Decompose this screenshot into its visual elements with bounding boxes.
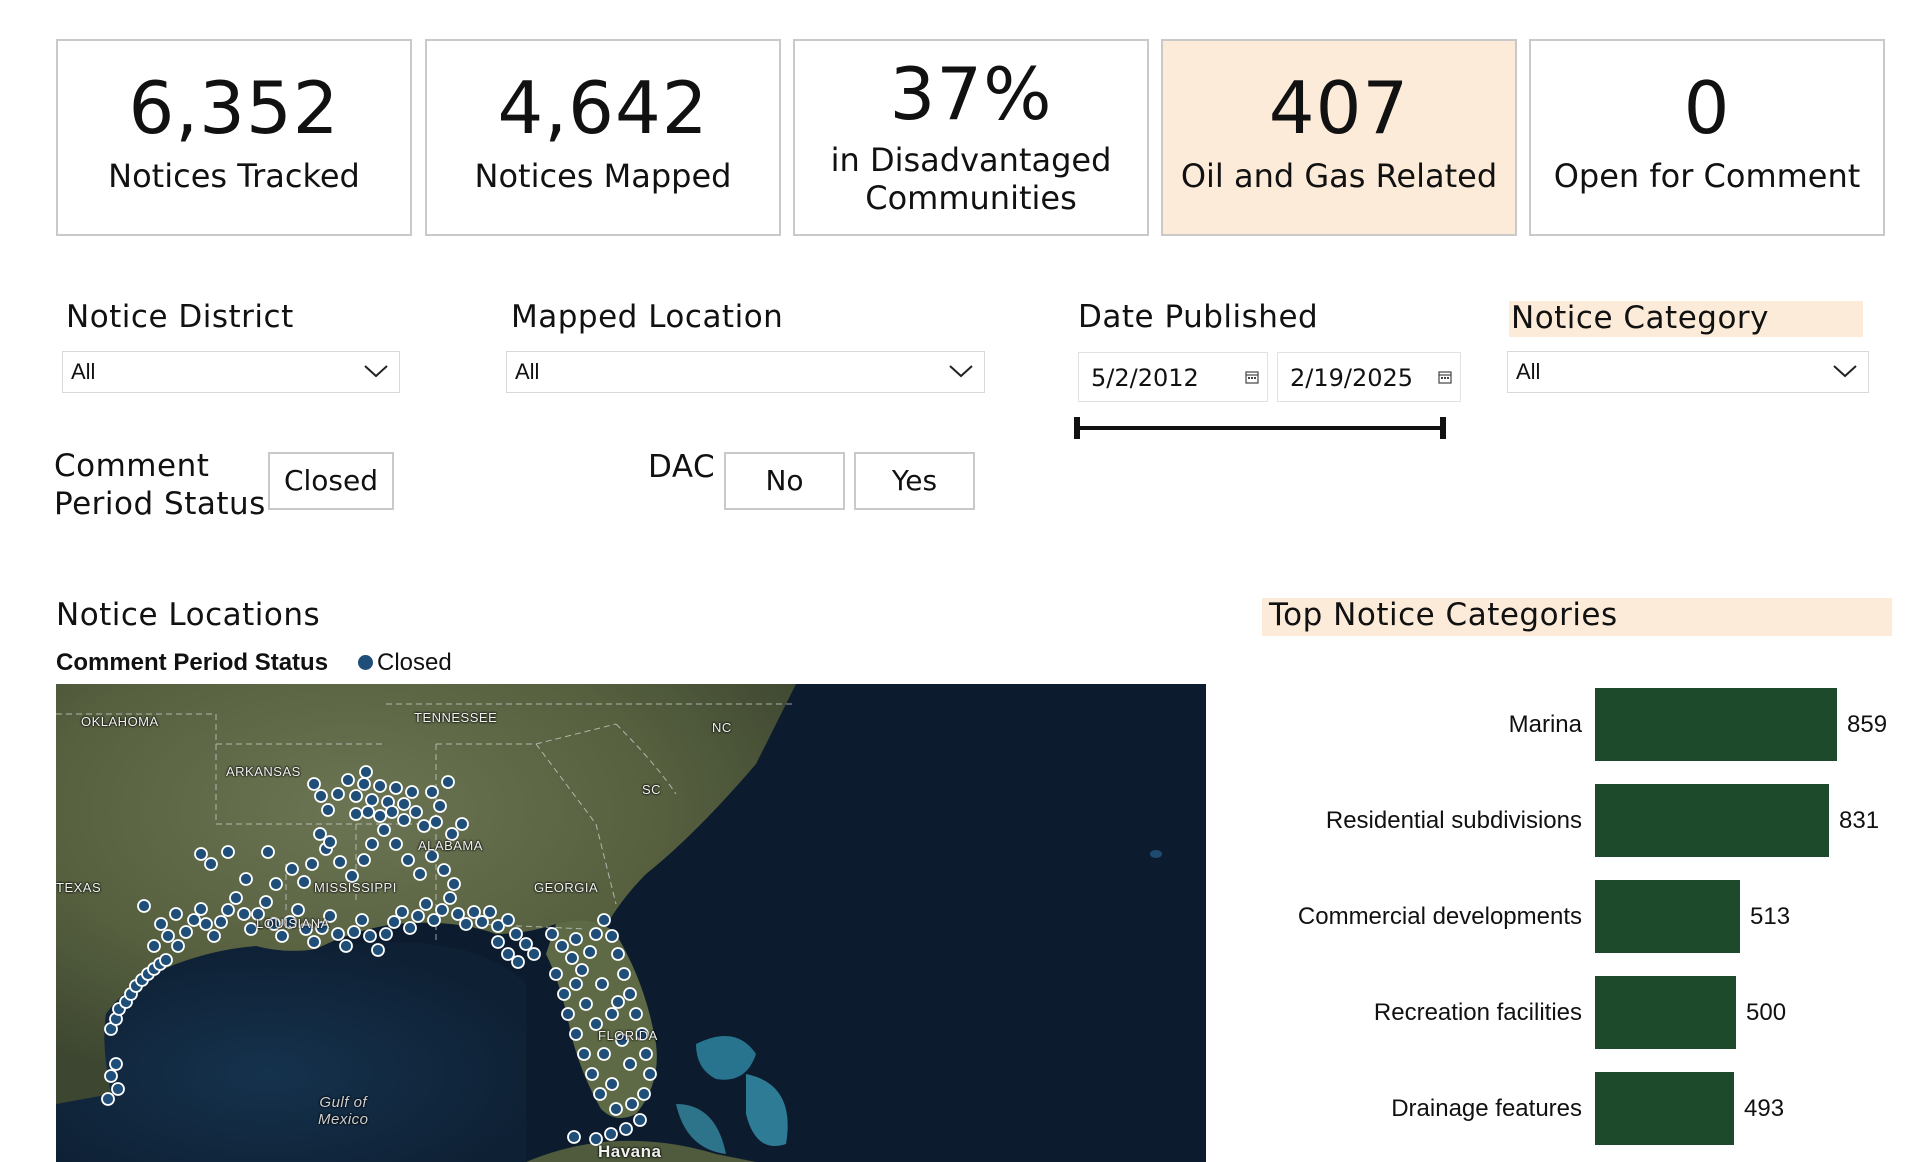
comment-status-title-line2: Period Status: [54, 486, 266, 522]
legend-closed-dot: [358, 655, 373, 670]
kpi-card-notices-mapped: 4,642 Notices Mapped: [425, 39, 781, 236]
map-label-alabama: ALABAMA: [418, 838, 483, 853]
map-label-florida: FLORIDA: [598, 1028, 658, 1043]
chevron-down-icon: [364, 365, 388, 378]
bar-value-label: 500: [1746, 998, 1787, 1026]
legend-closed-label: Closed: [377, 649, 452, 676]
bar-value-label: 859: [1847, 710, 1888, 738]
kpi-value: 6,352: [128, 66, 340, 150]
map-basemap: [56, 684, 1206, 1162]
kpi-card-disadvantaged: 37% in Disadvantaged Communities: [793, 39, 1149, 236]
mapped-location-title: Mapped Location: [511, 299, 784, 335]
notice-district-dropdown[interactable]: All: [62, 351, 400, 393]
bar[interactable]: [1595, 880, 1740, 953]
kpi-label: in Disadvantaged Communities: [795, 141, 1147, 217]
kpi-label: Oil and Gas Related: [1180, 157, 1498, 195]
dac-yes-button[interactable]: Yes: [854, 452, 975, 510]
notice-locations-map[interactable]: OKLAHOMA TENNESSEE NC ARKANSAS SC ALABAM…: [56, 684, 1206, 1162]
notice-district-title: Notice District: [66, 299, 294, 335]
date-end-input[interactable]: 2/19/2025: [1277, 352, 1461, 402]
map-label-sc: SC: [642, 782, 662, 797]
map-label-mississippi: MISSISSIPPI: [314, 880, 397, 895]
kpi-card-notices-tracked: 6,352 Notices Tracked: [56, 39, 412, 236]
bar-value-label: 513: [1750, 902, 1791, 930]
kpi-card-oil-gas: 407 Oil and Gas Related: [1161, 39, 1517, 236]
map-label-georgia: GEORGIA: [534, 880, 599, 895]
dropdown-value: All: [1516, 359, 1541, 384]
bar-category-label: Drainage features: [1391, 1094, 1582, 1122]
bar-category-label: Marina: [1508, 710, 1582, 738]
map-label-havana: Havana: [598, 1142, 662, 1161]
calendar-icon[interactable]: [1245, 370, 1259, 384]
date-end-value: 2/19/2025: [1290, 364, 1414, 392]
slider-handle-start: [1074, 417, 1080, 439]
categories-title: Top Notice Categories: [1269, 597, 1618, 633]
kpi-label-line1: in Disadvantaged: [830, 141, 1112, 179]
notice-category-title-text: Notice Category: [1511, 300, 1769, 336]
chevron-down-icon: [1833, 365, 1857, 378]
map-label-gulf-line1: Gulf of: [319, 1094, 368, 1111]
map-label-tennessee: TENNESSEE: [414, 710, 498, 725]
chevron-down-icon: [949, 365, 973, 378]
comment-status-closed-button[interactable]: Closed: [268, 452, 394, 510]
comment-status-title-line1: Comment: [54, 448, 210, 484]
kpi-label: Notices Mapped: [474, 157, 732, 195]
date-start-input[interactable]: 5/2/2012: [1078, 352, 1268, 402]
dropdown-value: All: [515, 359, 540, 384]
map-label-oklahoma: OKLAHOMA: [81, 714, 159, 729]
map-title: Notice Locations: [56, 597, 321, 633]
mapped-location-dropdown[interactable]: All: [506, 351, 985, 393]
kpi-value: 0: [1683, 66, 1731, 150]
dropdown-value: All: [71, 359, 96, 384]
notice-category-dropdown[interactable]: All: [1507, 351, 1869, 393]
bar-value-label: 493: [1744, 1094, 1785, 1122]
map-legend-title: Comment Period Status: [56, 649, 329, 676]
calendar-icon[interactable]: [1438, 370, 1452, 384]
kpi-value: 4,642: [497, 66, 709, 150]
categories-title-bg: [1262, 598, 1892, 636]
kpi-value: 407: [1268, 66, 1410, 150]
kpi-card-open-comment: 0 Open for Comment: [1529, 39, 1885, 236]
bar-category-label: Residential subdivisions: [1325, 806, 1582, 834]
bar-category-label: Recreation facilities: [1373, 998, 1582, 1026]
date-published-title: Date Published: [1078, 299, 1319, 335]
dac-no-button[interactable]: No: [724, 452, 845, 510]
bar[interactable]: [1595, 688, 1837, 761]
kpi-label-line2: Communities: [865, 179, 1077, 217]
bar[interactable]: [1595, 784, 1829, 857]
bar-category-label: Commercial developments: [1297, 902, 1582, 930]
notice-category-title: Notice Category: [1509, 301, 1863, 337]
comment-status-title: Comment Period Status: [54, 447, 266, 523]
map-label-texas: TEXAS: [56, 880, 102, 895]
map-label-gulf-of-mexico: Gulf of Mexico: [318, 1094, 369, 1128]
map-label-arkansas: ARKANSAS: [226, 764, 301, 779]
dac-title: DAC: [648, 449, 716, 485]
bar[interactable]: [1595, 1072, 1734, 1145]
date-range-slider[interactable]: [1070, 414, 1450, 442]
map-label-nc: NC: [712, 720, 732, 735]
map-label-louisiana: LOUISIANA: [256, 916, 330, 931]
kpi-value: 37%: [889, 52, 1053, 136]
kpi-label: Notices Tracked: [108, 157, 360, 195]
date-start-value: 5/2/2012: [1091, 364, 1199, 392]
kpi-label: Open for Comment: [1553, 157, 1861, 195]
slider-handle-end: [1440, 417, 1446, 439]
bar-value-label: 831: [1839, 806, 1880, 834]
bar[interactable]: [1595, 976, 1736, 1049]
map-label-gulf-line2: Mexico: [318, 1111, 369, 1128]
